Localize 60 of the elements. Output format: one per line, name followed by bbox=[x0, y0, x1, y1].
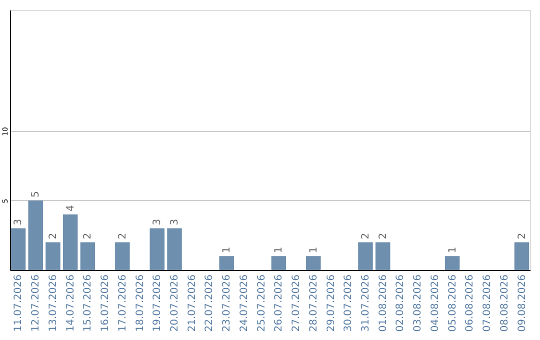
x-tick-label: 26.07.2026 bbox=[274, 274, 285, 332]
bar bbox=[358, 242, 373, 270]
x-tick-label: 19.07.2026 bbox=[152, 274, 164, 332]
data-label: 4 bbox=[65, 205, 76, 212]
x-tick-label: 24.07.2026 bbox=[238, 274, 250, 332]
x-tick-label: 20.07.2026 bbox=[170, 274, 181, 332]
data-label: 5 bbox=[30, 191, 42, 198]
x-tick-label: 08.08.2026 bbox=[499, 274, 510, 332]
data-label: 3 bbox=[170, 218, 181, 226]
x-tick-label: 21.07.2026 bbox=[186, 274, 198, 332]
x-tick-label: 28.07.2026 bbox=[308, 274, 320, 332]
bar bbox=[514, 242, 530, 270]
x-tick-label: 22.07.2026 bbox=[204, 274, 216, 332]
x-tick-label: 29.07.2026 bbox=[326, 274, 337, 332]
x-tick-label: 30.07.2026 bbox=[343, 274, 354, 332]
data-label: 2 bbox=[516, 232, 528, 240]
bar bbox=[167, 228, 182, 270]
x-tick-label: 15.07.2026 bbox=[82, 274, 94, 332]
data-label: 2 bbox=[48, 232, 59, 240]
x-tick-label: 07.08.2026 bbox=[482, 274, 494, 332]
x-tick-label: 18.07.2026 bbox=[134, 274, 146, 332]
bar bbox=[375, 242, 390, 270]
data-label: 3 bbox=[152, 218, 164, 226]
data-label: 1 bbox=[308, 246, 320, 254]
bar bbox=[46, 242, 60, 270]
x-tick-label: 04.08.2026 bbox=[430, 274, 441, 332]
bar bbox=[306, 256, 321, 270]
data-label: 2 bbox=[378, 232, 389, 240]
x-tick-label: 02.08.2026 bbox=[395, 274, 406, 332]
bar bbox=[62, 214, 78, 270]
x-tick-label: 16.07.2026 bbox=[100, 274, 112, 332]
x-tick-label: 12.07.2026 bbox=[30, 274, 42, 332]
data-label: 3 bbox=[13, 218, 24, 226]
bar bbox=[10, 228, 26, 270]
x-tick-label: 25.07.2026 bbox=[256, 274, 268, 332]
x-tick-label: 06.08.2026 bbox=[464, 274, 476, 332]
data-label: 2 bbox=[360, 232, 372, 240]
bar bbox=[219, 256, 234, 270]
bar bbox=[80, 242, 96, 270]
x-tick-label: 09.08.2026 bbox=[516, 274, 528, 332]
x-tick-label: 05.08.2026 bbox=[447, 274, 458, 332]
bar bbox=[150, 228, 165, 270]
bar bbox=[444, 256, 460, 270]
bar bbox=[115, 242, 130, 270]
bar bbox=[271, 256, 286, 270]
x-tick-label: 14.07.2026 bbox=[65, 274, 76, 332]
data-label: 1 bbox=[222, 246, 233, 254]
x-tick-label: 03.08.2026 bbox=[412, 274, 424, 332]
x-tick-label: 11.07.2026 bbox=[13, 274, 24, 332]
x-tick-label: 27.07.2026 bbox=[291, 274, 302, 332]
x-tick-label: 17.07.2026 bbox=[117, 274, 128, 332]
x-tick-label: 01.08.2026 bbox=[378, 274, 389, 332]
x-tick-label: 13.07.2026 bbox=[48, 274, 59, 332]
x-tick-label: 31.07.2026 bbox=[360, 274, 372, 332]
data-label: 2 bbox=[82, 232, 94, 240]
data-label: 1 bbox=[447, 246, 458, 254]
x-tick-label: 23.07.2026 bbox=[222, 274, 233, 332]
bar bbox=[28, 200, 43, 270]
data-label: 1 bbox=[274, 246, 285, 254]
data-label: 2 bbox=[117, 232, 128, 240]
